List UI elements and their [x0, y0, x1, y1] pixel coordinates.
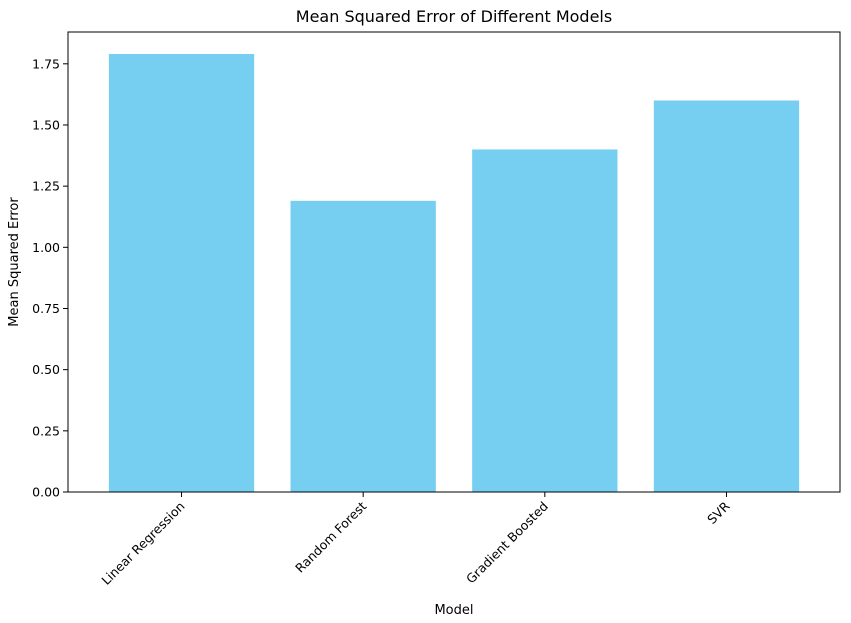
y-tick-label: 1.25: [32, 179, 60, 194]
bar-1: [290, 200, 436, 492]
y-tick-label: 0.75: [32, 301, 60, 316]
x-tick-label: SVR: [704, 498, 733, 527]
x-tick-label: Linear Regression: [98, 499, 187, 588]
y-tick-label: 1.75: [32, 56, 60, 71]
y-axis-label: Mean Squared Error: [7, 197, 22, 327]
bar-0: [108, 54, 255, 493]
bar-3: [653, 100, 800, 492]
x-axis-label: Model: [434, 603, 473, 618]
y-axis: 0.00 0.25 0.50 0.75 1.00 1.25 1.50 1.75: [32, 56, 68, 500]
bar-2: [472, 149, 618, 492]
y-tick-label: 0.50: [32, 362, 60, 377]
x-tick-label: Gradient Boosted: [463, 499, 551, 587]
y-tick-label: 1.50: [32, 117, 60, 132]
y-tick-label: 0.00: [32, 485, 60, 500]
bars-group: [108, 54, 800, 493]
chart-title: Mean Squared Error of Different Models: [296, 7, 612, 26]
y-tick-label: 1.00: [32, 240, 60, 255]
x-axis: Linear Regression Random Forest Gradient B…: [98, 492, 733, 588]
plot-frame: [67, 31, 841, 493]
y-tick-label: 0.25: [32, 423, 60, 438]
x-tick-label: Random Forest: [292, 498, 369, 575]
